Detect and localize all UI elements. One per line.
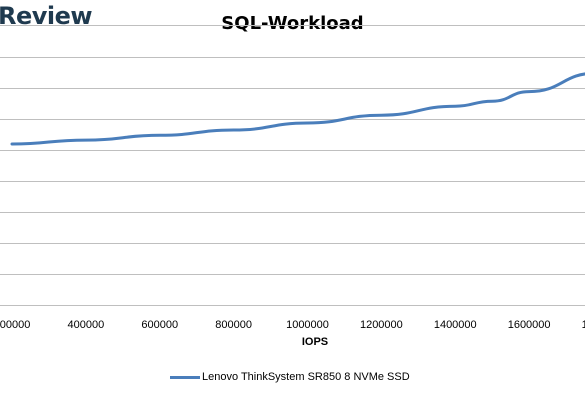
- x-tick-label: 1400000: [434, 319, 477, 331]
- series-lines: [10, 72, 585, 146]
- x-tick-label: 200000: [0, 319, 30, 331]
- x-tick-label: 400000: [68, 319, 105, 331]
- gridlines: [0, 25, 585, 306]
- legend-label: Lenovo ThinkSystem SR850 8 NVMe SSD: [202, 371, 410, 383]
- x-tick-label: 1200000: [360, 319, 403, 331]
- series-line: [10, 72, 585, 146]
- x-tick-label: 800000: [215, 319, 252, 331]
- x-tick-label: 600000: [141, 319, 178, 331]
- chart-title: SQL-Workload: [221, 13, 364, 34]
- legend-swatch: [170, 375, 200, 379]
- legend: Lenovo ThinkSystem SR850 8 NVMe SSD: [170, 371, 410, 383]
- x-axis-tick-labels: 200000 400000 600000 800000 1000000 1200000 14…: [0, 319, 585, 331]
- x-tick-label: 1000000: [286, 319, 329, 331]
- x-tick-label: 1600000: [508, 319, 551, 331]
- x-axis-label: IOPS: [301, 336, 329, 348]
- x-tick-label: 1800000: [582, 319, 585, 331]
